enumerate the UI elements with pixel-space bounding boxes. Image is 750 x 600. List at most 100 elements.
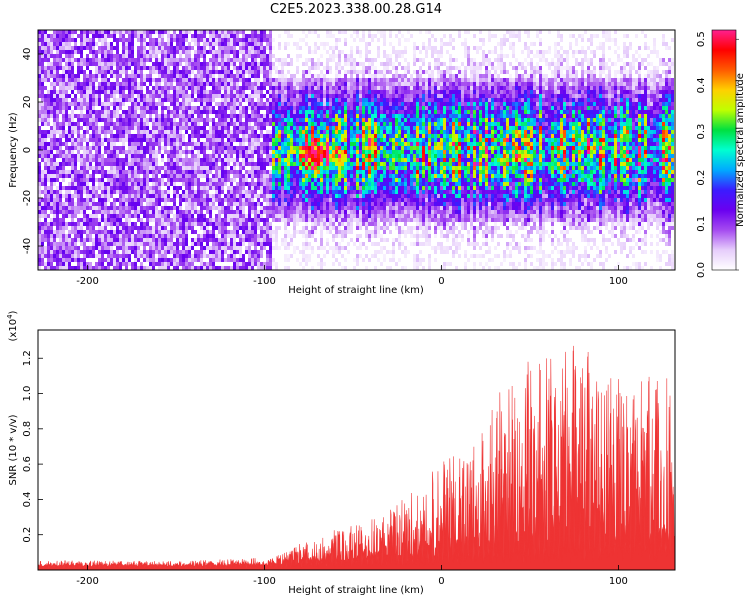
spectrogram-cell <box>125 262 128 266</box>
spectrogram-cell <box>245 134 248 138</box>
spectrogram-cell <box>116 38 119 42</box>
spectrogram-cell <box>218 254 221 258</box>
spectrogram-cell <box>59 222 62 226</box>
spectrogram-cell <box>113 134 116 138</box>
spectrogram-cell <box>206 102 209 106</box>
spectrogram-cell <box>116 182 119 186</box>
spectrogram-cell <box>146 234 149 238</box>
spectrogram-cell <box>134 234 137 238</box>
spectrogram-cell <box>290 170 293 174</box>
spectrogram-cell <box>293 214 296 218</box>
spectrogram-cell <box>290 90 293 94</box>
spectrogram-cell <box>104 214 107 218</box>
spectrogram-cell <box>104 94 107 98</box>
spectrogram-cell <box>314 190 317 194</box>
spectrogram-cell <box>101 258 104 262</box>
spectrogram-cell <box>89 102 92 106</box>
spectrogram-cell <box>209 154 212 158</box>
spectrogram-cell <box>140 42 143 46</box>
spectrogram-cell <box>212 46 215 50</box>
spectrogram-cell <box>185 178 188 182</box>
spectrogram-cell <box>305 142 308 146</box>
spectrogram-cell <box>155 82 158 86</box>
spectrogram-cell <box>254 170 257 174</box>
spectrogram-cell <box>302 174 305 178</box>
spectrogram-cell <box>44 134 47 138</box>
spectrogram-cell <box>296 166 299 170</box>
spectrogram-cell <box>167 134 170 138</box>
spectrogram-cell <box>152 42 155 46</box>
spectrogram-cell <box>227 82 230 86</box>
spectrogram-cell <box>251 158 254 162</box>
spectrogram-cell <box>62 214 65 218</box>
spectrogram-cell <box>311 94 314 98</box>
spectrogram-cell <box>227 130 230 134</box>
spectrogram-cell <box>293 186 296 190</box>
spectrogram-cell <box>311 150 314 154</box>
spectrogram-cell <box>59 230 62 234</box>
spectrogram-cell <box>101 170 104 174</box>
spectrogram-cell <box>257 46 260 50</box>
spectrogram-cell <box>107 90 110 94</box>
spectrogram-cell <box>92 58 95 62</box>
spectrogram-cell <box>128 230 131 234</box>
spectrogram-cell <box>233 58 236 62</box>
spectrogram-cell <box>245 146 248 150</box>
spectrogram-cell <box>227 54 230 58</box>
spectrogram-cell <box>113 82 116 86</box>
spectrogram-cell <box>107 210 110 214</box>
spectrogram-cell <box>122 138 125 142</box>
spectrogram-cell <box>245 138 248 142</box>
spectrogram-cell <box>116 82 119 86</box>
spectrogram-cell <box>176 122 179 126</box>
spectrogram-cell <box>224 166 227 170</box>
spectrogram-cell <box>317 102 320 106</box>
spectrogram-cell <box>200 134 203 138</box>
spectrogram-cell <box>173 110 176 114</box>
spectrogram-cell <box>113 150 116 154</box>
spectrogram-cell <box>275 174 278 178</box>
spectrogram-cell <box>143 170 146 174</box>
spectrogram-cell <box>215 218 218 222</box>
spectrogram-cell <box>263 30 266 34</box>
spectrogram-cell <box>104 170 107 174</box>
spectrogram-cell <box>173 126 176 130</box>
spectrogram-cell <box>203 42 206 46</box>
spectrogram-cell <box>140 90 143 94</box>
spectrogram-cell <box>83 70 86 74</box>
spectrogram-cell <box>317 222 320 226</box>
spectrogram-cell <box>221 138 224 142</box>
spectrogram-cell <box>86 90 89 94</box>
spectrogram-cell <box>296 198 299 202</box>
spectrogram-cell <box>143 226 146 230</box>
spectrogram-cell <box>161 42 164 46</box>
spectrogram-cell <box>203 118 206 122</box>
spectrogram-cell <box>233 130 236 134</box>
spectrogram-cell <box>269 30 272 34</box>
spectrogram-cell <box>293 78 296 82</box>
spectrogram-cell <box>290 130 293 134</box>
spectrogram-cell <box>98 94 101 98</box>
spectrogram-cell <box>290 86 293 90</box>
spectrogram-cell <box>188 98 191 102</box>
spectrogram-cell <box>317 194 320 198</box>
spectrogram-cell <box>260 70 263 74</box>
spectrogram-cell <box>227 266 230 270</box>
spectrogram-cell <box>230 42 233 46</box>
spectrogram-cell <box>296 158 299 162</box>
spectrogram-cell <box>101 46 104 50</box>
spectrogram-cell <box>86 146 89 150</box>
spectrogram-cell <box>242 82 245 86</box>
spectrogram-cell <box>287 126 290 130</box>
spectrogram-cell <box>254 214 257 218</box>
spectrogram-cell <box>278 82 281 86</box>
spectrogram-cell <box>290 206 293 210</box>
spectrogram-cell <box>230 110 233 114</box>
spectrogram-cell <box>101 114 104 118</box>
spectrogram-cell <box>284 206 287 210</box>
spectrogram-cell <box>155 102 158 106</box>
spectrogram-cell <box>260 242 263 246</box>
spectrogram-cell <box>122 134 125 138</box>
spectrogram-cell <box>92 94 95 98</box>
spectrogram-cell <box>104 210 107 214</box>
